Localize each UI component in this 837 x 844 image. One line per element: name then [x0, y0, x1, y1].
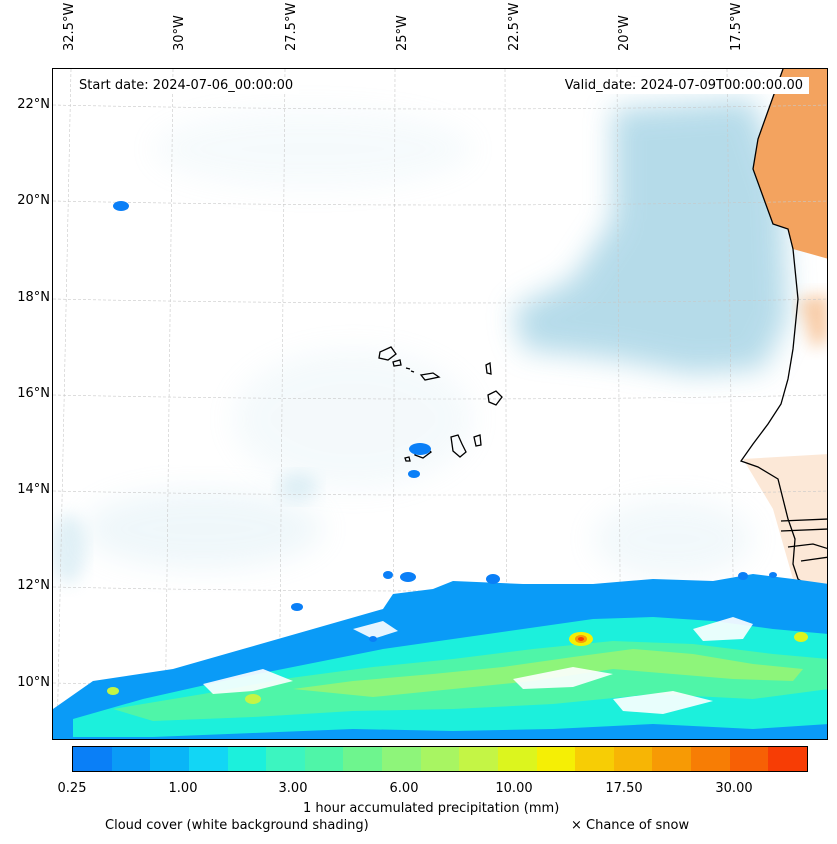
cloud-patch-south-east: [593, 499, 753, 579]
precip-shower-northwest: [113, 201, 129, 211]
colorbar-tick-1-00: 1.00: [168, 781, 198, 796]
lon-label-20w: 20°W: [617, 15, 632, 51]
land-africa-south-east: [798, 294, 827, 349]
colorbar-segment: [382, 747, 421, 771]
valid-date-label: Valid_date: 2024-07-09T00:00:00.00: [558, 77, 809, 94]
colorbar-segment: [729, 747, 769, 771]
colorbar-tick-30-00: 30.00: [715, 781, 753, 796]
colorbar-segment: [343, 747, 382, 771]
cloud-patch-west: [53, 514, 86, 584]
colorbar-tick-6-00: 6.00: [389, 781, 419, 796]
land-africa-north: [753, 69, 827, 259]
precip-gap: [613, 691, 713, 714]
coastline-gambia: [780, 518, 827, 532]
precip-shower-cape-verde: [409, 443, 431, 455]
colorbar-segment: [575, 747, 614, 771]
colorbar-tick-3-00: 3.00: [278, 781, 308, 796]
colorbar-tick-10-00: 10.00: [495, 781, 533, 796]
precip-blob: [291, 603, 303, 611]
colorbar-segment: [304, 747, 344, 771]
colorbar-segment: [768, 747, 807, 771]
lon-label-17-5w: 17.5°W: [729, 2, 744, 51]
cloud-patch-north: [153, 109, 473, 189]
map-panel[interactable]: Start date: 2024-07-06_00:00:00 Valid_da…: [52, 68, 828, 740]
precipitation-layer: [53, 201, 827, 739]
cloud-patch-mid: [233, 349, 473, 489]
island-santiago: [450, 434, 467, 458]
precip-gap: [693, 617, 753, 641]
precip-cell-east: [794, 632, 808, 642]
colorbar-tick-17-50: 17.50: [605, 781, 643, 796]
lon-label-25w: 25°W: [395, 15, 410, 51]
island-sal: [485, 361, 492, 375]
colorbar-segment: [613, 747, 653, 771]
island-brava: [404, 456, 411, 462]
map-canvas[interactable]: [53, 69, 828, 740]
coastline-layer: [378, 69, 827, 595]
land-west-africa-coast: [743, 454, 827, 589]
colorbar-segment: [459, 747, 498, 771]
precip-shower-south: [408, 470, 420, 478]
snow-legend: × Chance of snow: [571, 818, 690, 833]
island-boa-vista: [487, 390, 503, 406]
colorbar-segment: [420, 747, 460, 771]
island-sao-vicente: [392, 359, 402, 367]
lat-label-16n: 16°N: [17, 386, 50, 401]
lon-label-32-5w: 32.5°W: [62, 2, 77, 51]
cloud-mass-northeast: [513, 99, 788, 374]
precip-cell-far-west: [107, 687, 119, 695]
precip-gap: [203, 669, 293, 694]
lat-label-18n: 18°N: [17, 290, 50, 305]
cloud-patch-southwest: [83, 489, 323, 569]
lat-label-14n: 14°N: [17, 482, 50, 497]
precip-blob: [738, 572, 748, 580]
lat-label-20n: 20°N: [17, 193, 50, 208]
island-maio: [473, 434, 482, 447]
cloud-cover-layer: [53, 99, 788, 584]
lon-label-22-5w: 22.5°W: [507, 2, 522, 51]
coastline-guinea-bissau: [787, 543, 827, 562]
colorbar-segment: [266, 747, 305, 771]
colorbar-segment: [652, 747, 691, 771]
precip-gap: [513, 667, 613, 689]
colorbar-segment: [497, 747, 537, 771]
colorbar-tick-0-25: 0.25: [57, 781, 87, 796]
island-santa-luzia: [405, 367, 415, 373]
lat-label-10n: 10°N: [17, 675, 50, 690]
cloud-cover-legend: Cloud cover (white background shading): [105, 818, 369, 833]
precip-cell-west: [245, 694, 261, 704]
colorbar-segment: [227, 747, 267, 771]
precip-blob: [400, 572, 416, 582]
colorbar-segment: [188, 747, 228, 771]
colorbar-segment: [536, 747, 576, 771]
precip-gap: [353, 621, 398, 639]
coastline-africa: [739, 69, 827, 595]
precip-blob: [486, 574, 500, 584]
lat-label-12n: 12°N: [17, 578, 50, 593]
island-sao-nicolau: [419, 372, 441, 381]
start-date-label: Start date: 2024-07-06_00:00:00: [73, 77, 300, 94]
lon-label-30w: 30°W: [172, 15, 187, 51]
colorbar-segment: [73, 747, 112, 771]
colorbar-label: 1 hour accumulated precipitation (mm): [303, 801, 560, 816]
colorbar-segment: [150, 747, 189, 771]
colorbar-segment: [111, 747, 151, 771]
precip-blob: [383, 571, 393, 579]
precip-blob: [769, 572, 777, 578]
precip-cell-peak: [578, 637, 584, 641]
lat-label-22n: 22°N: [17, 97, 50, 112]
lon-label-27-5w: 27.5°W: [284, 2, 299, 51]
precipitation-colorbar: [72, 746, 808, 772]
island-santo-antao: [378, 346, 397, 361]
colorbar-segment: [691, 747, 730, 771]
precip-blob: [369, 636, 377, 642]
